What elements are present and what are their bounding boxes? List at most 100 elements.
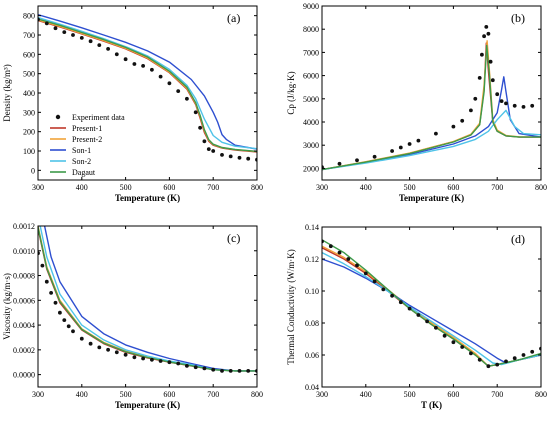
data-point — [381, 287, 386, 292]
data-point — [40, 263, 45, 268]
axes-frame — [37, 5, 258, 181]
data-point — [442, 333, 447, 338]
x-axis-label: Temperature (K) — [115, 400, 180, 410]
data-point — [202, 139, 207, 144]
data-point — [220, 153, 224, 157]
data-point — [158, 74, 163, 79]
series-line-son-2 — [38, 16, 257, 150]
data-point — [58, 310, 62, 315]
data-point — [66, 324, 71, 329]
data-point — [88, 39, 93, 44]
legend-entry: Experiment data — [72, 113, 125, 122]
data-point — [237, 369, 242, 373]
x-tick-label: 600 — [163, 390, 175, 399]
x-tick-label: 500 — [404, 183, 416, 192]
data-point — [486, 364, 491, 369]
axes-frame — [321, 226, 542, 388]
data-point — [416, 313, 421, 317]
y-tick-label: 0.06 — [305, 351, 319, 360]
y-tick-label: 600 — [23, 50, 35, 59]
series-line-present-2 — [322, 245, 541, 367]
data-point — [150, 357, 154, 362]
x-tick-label: 700 — [207, 183, 219, 192]
data-point — [106, 347, 110, 352]
x-tick-label: 500 — [120, 183, 132, 192]
panel-c: 300 400 500 600 700 800 0.0000 0.0002 0.0004 0.00… — [2, 222, 263, 410]
y-tick-label: 400 — [23, 89, 35, 98]
data-point — [123, 352, 128, 357]
data-point — [407, 306, 412, 311]
data-point — [469, 351, 473, 356]
data-point — [132, 355, 137, 360]
series-line-present-1 — [38, 19, 257, 153]
y-tick-label: 0.12 — [305, 255, 319, 264]
y-tick-label: 0.0004 — [13, 321, 35, 330]
data-point — [141, 356, 146, 361]
data-point — [451, 124, 456, 129]
data-point — [44, 21, 49, 26]
data-point — [460, 345, 465, 349]
x-tick-label: 400 — [360, 183, 372, 192]
y-tick-label: 8000 — [303, 25, 319, 34]
data-point — [176, 361, 181, 366]
x-tick-label: 400 — [76, 183, 88, 192]
data-point — [167, 81, 172, 86]
x-tick-label: 800 — [535, 183, 547, 192]
y-tick-label: 6000 — [303, 72, 319, 81]
y-axis-label: Density (kg/m³) — [2, 64, 12, 121]
data-point — [504, 101, 508, 106]
data-point — [79, 36, 84, 40]
y-tick-label: 0.08 — [305, 319, 319, 328]
y-tick-label: 0.0012 — [13, 222, 35, 231]
y-tick-label: 2000 — [303, 164, 319, 173]
data-point — [49, 291, 53, 295]
series-line-dagaut — [322, 44, 541, 171]
data-point — [185, 364, 189, 368]
y-tick-label: 0.0006 — [13, 296, 35, 305]
series-line-present-2 — [38, 19, 257, 153]
data-point — [44, 279, 49, 284]
data-point — [62, 30, 67, 34]
x-tick-label: 800 — [251, 183, 263, 192]
y-tick-label: 0 — [31, 166, 35, 175]
y-tick-label: 0.14 — [305, 223, 319, 232]
data-point — [495, 362, 500, 367]
data-point — [490, 78, 495, 83]
data-point — [425, 319, 429, 324]
data-point — [202, 366, 207, 371]
data-point — [114, 52, 119, 57]
y-tick-label: 9000 — [303, 2, 319, 11]
data-point — [488, 59, 493, 64]
legend-entry: Son-2 — [72, 157, 91, 166]
y-axis-label: Viscosity (kg/m·s) — [2, 273, 12, 340]
plot-area-d — [322, 239, 541, 369]
x-tick-label: 500 — [120, 390, 132, 399]
x-tick-label: 700 — [491, 390, 503, 399]
data-point — [398, 145, 403, 150]
y-tick-label: 100 — [23, 147, 35, 156]
series-line-dagaut — [38, 18, 257, 153]
data-point — [460, 118, 465, 123]
series-line-son-2 — [39, 226, 257, 372]
data-point — [228, 369, 233, 373]
data-point — [477, 76, 482, 80]
data-point — [477, 357, 482, 362]
data-point — [71, 33, 75, 37]
legend-entry: Present-2 — [72, 135, 102, 144]
data-point — [504, 359, 508, 364]
data-point — [530, 103, 535, 108]
data-point — [337, 161, 342, 166]
data-point — [363, 271, 368, 276]
y-tick-label: 0.0002 — [13, 346, 35, 355]
x-tick-label: 600 — [447, 183, 459, 192]
y-tick-label: 200 — [23, 128, 35, 137]
data-point — [346, 257, 351, 261]
data-point — [62, 318, 67, 322]
data-point — [246, 369, 251, 373]
x-tick-label: 700 — [491, 183, 503, 192]
panel-b: 300 400 500 600 700 800 2000 3000 4000 5000 6000 70… — [286, 2, 547, 203]
data-point — [206, 147, 211, 152]
data-point — [246, 156, 251, 161]
x-axis-label: Temperature (K) — [115, 193, 180, 203]
data-point — [88, 341, 93, 346]
